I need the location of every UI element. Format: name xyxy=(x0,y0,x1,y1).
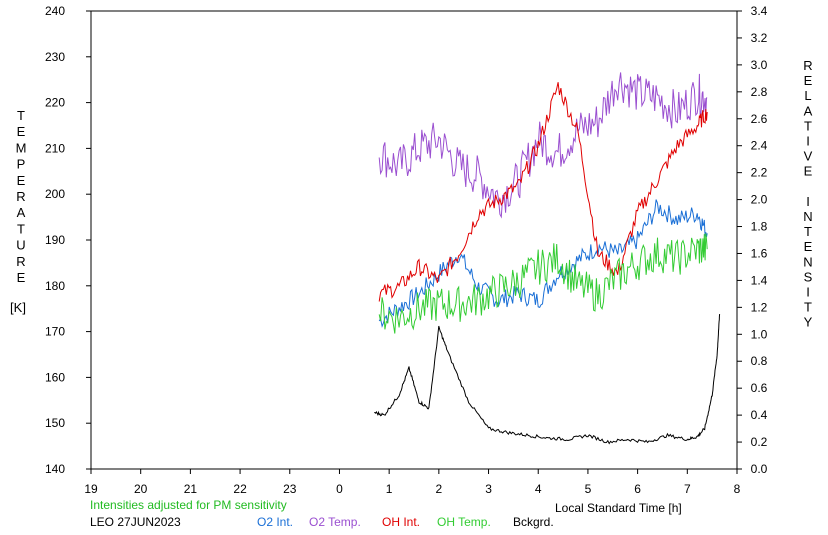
right-tick-label: 0.8 xyxy=(751,354,768,368)
left-tick-label: 200 xyxy=(45,187,65,201)
right-tick-label: 2.4 xyxy=(751,139,768,153)
right-axis-label-letter: S xyxy=(804,269,813,284)
right-axis-label-letter: E xyxy=(804,239,813,254)
legend-item: O2 Temp. xyxy=(309,515,361,529)
right-axis-label-letter: I xyxy=(806,134,810,149)
right-axis-label-letter: T xyxy=(804,300,812,315)
right-axis-label-letter: Y xyxy=(804,315,813,330)
legend-item: OH Temp. xyxy=(437,515,491,529)
right-axis-label-letter: I xyxy=(806,285,810,300)
left-tick-label: 220 xyxy=(45,96,65,110)
x-tick-label: 19 xyxy=(84,482,98,496)
series-line-o2-int xyxy=(378,199,708,328)
left-tick-label: 230 xyxy=(45,50,65,64)
legend: O2 Int. O2 Temp. OH Int. OH Temp. Bckgrd. xyxy=(257,515,554,529)
right-tick-label: 2.6 xyxy=(751,112,768,126)
right-tick-label: 1.2 xyxy=(751,300,768,314)
right-tick-label: 2.0 xyxy=(751,193,768,207)
left-tick-label: 170 xyxy=(45,325,65,339)
right-tick-label: 0.4 xyxy=(751,408,768,422)
left-axis-label-letter: E xyxy=(17,124,26,139)
right-tick-label: 1.0 xyxy=(751,327,768,341)
station-date: LEO 27JUN2023 xyxy=(90,515,181,529)
x-tick-label: 5 xyxy=(585,482,592,496)
x-axis-tick-labels: 19 20 21 22 23 0 1 2 3 4 5 6 7 8 xyxy=(84,482,740,496)
axes xyxy=(86,10,742,474)
left-axis-label-letter: U xyxy=(16,238,25,253)
x-tick-label: 1 xyxy=(386,482,393,496)
left-axis-unit: [K] xyxy=(10,300,26,315)
right-axis-label-letter: R xyxy=(803,58,812,73)
series-line-oh-int xyxy=(378,82,708,302)
right-tick-label: 3.0 xyxy=(751,58,768,72)
right-tick-label: 1.4 xyxy=(751,273,768,287)
left-axis-label-letter: R xyxy=(16,189,25,204)
left-axis-label-letter: T xyxy=(17,108,25,123)
legend-item: O2 Int. xyxy=(257,515,293,529)
right-tick-label: 3.2 xyxy=(751,31,768,45)
series-line-oh-temp xyxy=(378,233,708,334)
x-tick-label: 7 xyxy=(684,482,691,496)
x-tick-label: 23 xyxy=(283,482,297,496)
right-axis-tick-labels: 0.0 0.2 0.4 0.6 0.8 1.0 1.2 1.4 1.6 1.8 2.0 2.2 2.4 2… xyxy=(751,4,768,476)
left-axis-label-letter: T xyxy=(17,221,25,236)
left-tick-label: 210 xyxy=(45,141,65,155)
right-tick-label: 0.0 xyxy=(751,462,768,476)
left-tick-label: 140 xyxy=(45,462,65,476)
left-tick-label: 190 xyxy=(45,233,65,247)
right-tick-label: 0.6 xyxy=(751,381,768,395)
left-axis-label-letter: M xyxy=(16,140,27,155)
x-tick-label: 22 xyxy=(233,482,247,496)
legend-item: OH Int. xyxy=(382,515,420,529)
left-tick-label: 240 xyxy=(45,4,65,18)
left-axis-label-letter: E xyxy=(17,270,26,285)
right-tick-label: 2.8 xyxy=(751,85,768,99)
plot-area xyxy=(374,72,721,445)
sensitivity-note: Intensities adjusted for PM sensitivity xyxy=(90,498,287,512)
left-axis-label-letter: E xyxy=(17,173,26,188)
x-tick-label: 2 xyxy=(436,482,443,496)
left-tick-label: 180 xyxy=(45,279,65,293)
right-axis-label-letter: N xyxy=(803,209,812,224)
right-axis-label-letter: A xyxy=(804,103,813,118)
x-tick-label: 0 xyxy=(336,482,343,496)
right-tick-label: 3.4 xyxy=(751,4,768,18)
right-axis-label-letter: L xyxy=(804,88,811,103)
series-line-o2-temp xyxy=(378,72,708,219)
right-axis-label-letter: E xyxy=(804,73,813,88)
left-axis-tick-labels: 140 150 160 170 180 190 200 210 220 230 240 xyxy=(45,4,65,476)
series-line-bckgrd xyxy=(374,314,721,445)
right-axis-label-letter: V xyxy=(804,149,813,164)
right-tick-label: 1.8 xyxy=(751,220,768,234)
right-axis-label-letter: T xyxy=(804,224,812,239)
left-tick-label: 150 xyxy=(45,416,65,430)
right-axis-label-letter: I xyxy=(806,194,810,209)
x-tick-label: 4 xyxy=(535,482,542,496)
x-axis-label: Local Standard Time [h] xyxy=(555,501,682,515)
left-tick-label: 160 xyxy=(45,370,65,384)
right-axis-label-letter: T xyxy=(804,118,812,133)
right-axis-label-letter: E xyxy=(804,164,813,179)
x-tick-label: 3 xyxy=(485,482,492,496)
left-axis-label-letter: P xyxy=(17,157,26,172)
left-axis-label-letter: R xyxy=(16,254,25,269)
legend-item: Bckgrd. xyxy=(513,515,554,529)
right-tick-label: 1.6 xyxy=(751,246,768,260)
right-axis-label-letter: N xyxy=(803,254,812,269)
x-tick-label: 21 xyxy=(184,482,198,496)
right-tick-label: 2.2 xyxy=(751,166,768,180)
x-tick-label: 8 xyxy=(734,482,741,496)
left-axis-label-letter: A xyxy=(17,205,26,220)
right-tick-label: 0.2 xyxy=(751,435,768,449)
x-tick-label: 20 xyxy=(134,482,148,496)
x-tick-label: 6 xyxy=(634,482,641,496)
